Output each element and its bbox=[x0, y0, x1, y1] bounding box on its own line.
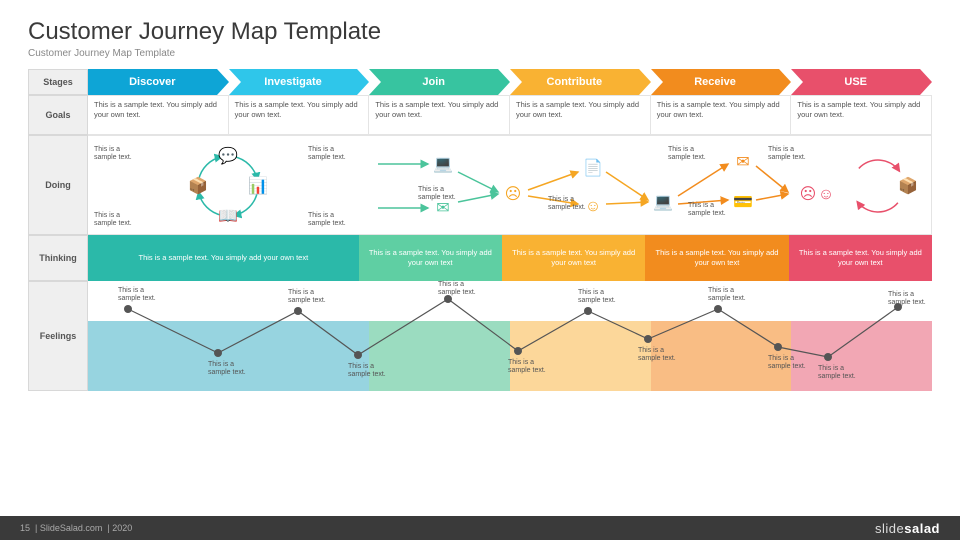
thinking-cell: This is a sample text. You simply add yo… bbox=[502, 235, 645, 281]
brand: slidesalad bbox=[875, 521, 940, 536]
doing-label: Doing bbox=[28, 135, 88, 235]
thinking-label: Thinking bbox=[28, 235, 88, 281]
thinking-row: Thinking This is a sample text. You simp… bbox=[28, 235, 932, 281]
stage-arrow: Receive bbox=[651, 69, 792, 95]
stage-arrow: Join bbox=[369, 69, 510, 95]
doing-text: This is a sample text. bbox=[418, 186, 466, 203]
feeling-text: This is a sample text. bbox=[768, 355, 814, 372]
svg-text:📦: 📦 bbox=[188, 176, 208, 195]
goal-cell: This is a sample text. You simply add yo… bbox=[88, 95, 229, 135]
slide: Customer Journey Map Template Customer J… bbox=[0, 0, 960, 540]
doing-text: This is a sample text. bbox=[548, 196, 596, 213]
footer-year: 2020 bbox=[112, 523, 132, 533]
feeling-text: This is a sample text. bbox=[888, 291, 934, 308]
stage-label: Receive bbox=[651, 69, 780, 95]
goal-cell: This is a sample text. You simply add yo… bbox=[651, 95, 792, 135]
svg-text:💳: 💳 bbox=[733, 194, 753, 211]
feeling-text: This is a sample text. bbox=[348, 363, 394, 380]
goal-cell: This is a sample text. You simply add yo… bbox=[791, 95, 932, 135]
feeling-text: This is a sample text. bbox=[508, 359, 554, 376]
doing-text: This is a sample text. bbox=[94, 146, 142, 163]
feeling-text: This is a sample text. bbox=[638, 347, 684, 364]
feelings-row: Feelings This is a sample text.This is a… bbox=[28, 281, 932, 391]
svg-text:☹: ☹ bbox=[505, 186, 522, 203]
stage-label: Discover bbox=[88, 69, 217, 95]
doing-text: This is a sample text. bbox=[688, 202, 736, 219]
thinking-cell: This is a sample text. You simply add yo… bbox=[789, 235, 932, 281]
svg-text:💻: 💻 bbox=[433, 156, 453, 173]
doing-text: This is a sample text. bbox=[94, 212, 142, 229]
stage-arrow: Contribute bbox=[510, 69, 651, 95]
stage-label: Join bbox=[369, 69, 498, 95]
svg-text:📦: 📦 bbox=[898, 176, 918, 195]
feeling-text: This is a sample text. bbox=[288, 289, 334, 306]
doing-row: Doing 💬📊📖📦💻✉☹📄☺💻✉💳☹☺📦This is a sample te… bbox=[28, 135, 932, 235]
footer-site: SlideSalad.com bbox=[40, 523, 103, 533]
doing-area: 💬📊📖📦💻✉☹📄☺💻✉💳☹☺📦This is a sample text.Thi… bbox=[88, 135, 932, 235]
svg-text:☹: ☹ bbox=[800, 186, 817, 203]
stage-label: Investigate bbox=[229, 69, 358, 95]
thinking-cell: This is a sample text. You simply add yo… bbox=[88, 235, 359, 281]
goals-label: Goals bbox=[28, 95, 88, 135]
stage-label: USE bbox=[791, 69, 920, 95]
goals-row: Goals This is a sample text. You simply … bbox=[28, 95, 932, 135]
svg-text:📄: 📄 bbox=[583, 158, 603, 177]
feeling-text: This is a sample text. bbox=[708, 287, 754, 304]
footer-meta: 15 | SlideSalad.com | 2020 bbox=[20, 523, 132, 533]
feeling-text: This is a sample text. bbox=[208, 361, 254, 378]
feeling-text: This is a sample text. bbox=[818, 365, 864, 382]
stage-arrow: Investigate bbox=[229, 69, 370, 95]
page-subtitle: Customer Journey Map Template bbox=[28, 48, 932, 59]
stage-arrow: Discover bbox=[88, 69, 229, 95]
journey-grid: Stages Discover Investigate Join Contribute… bbox=[28, 69, 932, 391]
doing-text: This is a sample text. bbox=[308, 146, 356, 163]
page-number: 15 bbox=[20, 523, 30, 533]
page-title: Customer Journey Map Template bbox=[28, 18, 932, 46]
footer: 15 | SlideSalad.com | 2020 slidesalad bbox=[0, 516, 960, 540]
svg-text:📊: 📊 bbox=[248, 176, 268, 195]
feeling-text: This is a sample text. bbox=[438, 281, 484, 298]
doing-text: This is a sample text. bbox=[308, 212, 356, 229]
svg-text:✉: ✉ bbox=[736, 154, 749, 171]
brand-light: slide bbox=[875, 521, 904, 536]
svg-text:💻: 💻 bbox=[653, 194, 673, 211]
goal-cell: This is a sample text. You simply add yo… bbox=[229, 95, 370, 135]
thinking-cell: This is a sample text. You simply add yo… bbox=[645, 235, 788, 281]
goal-cell: This is a sample text. You simply add yo… bbox=[369, 95, 510, 135]
brand-bold: salad bbox=[904, 521, 940, 536]
doing-text: This is a sample text. bbox=[768, 146, 816, 163]
feelings-label: Feelings bbox=[28, 281, 88, 391]
feeling-text: This is a sample text. bbox=[118, 287, 164, 304]
goal-cell: This is a sample text. You simply add yo… bbox=[510, 95, 651, 135]
doing-text: This is a sample text. bbox=[668, 146, 716, 163]
feelings-area: This is a sample text.This is a sample t… bbox=[88, 281, 932, 391]
svg-text:💬: 💬 bbox=[218, 146, 238, 165]
thinking-cell: This is a sample text. You simply add yo… bbox=[359, 235, 502, 281]
feeling-text: This is a sample text. bbox=[578, 289, 624, 306]
svg-text:📖: 📖 bbox=[218, 208, 238, 225]
stages-label: Stages bbox=[28, 69, 88, 95]
stage-arrow: USE bbox=[791, 69, 932, 95]
stages-row: Stages Discover Investigate Join Contribute… bbox=[28, 69, 932, 95]
stage-label: Contribute bbox=[510, 69, 639, 95]
svg-text:☺: ☺ bbox=[818, 186, 834, 203]
